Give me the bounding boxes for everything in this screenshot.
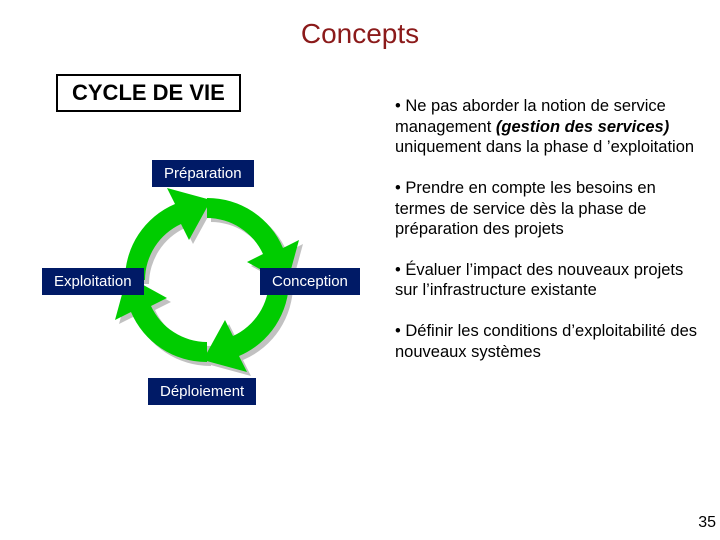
- node-preparation: Préparation: [152, 160, 254, 187]
- bullet-1-post: uniquement dans la phase d ’exploitation: [395, 138, 694, 156]
- slide: Concepts CYCLE DE VIE Préparation: [0, 0, 720, 540]
- bullet-3: • Évaluer l’impact des nouveaux projets …: [395, 260, 700, 301]
- lifecycle-diagram: Préparation Conception Déploiement Explo…: [32, 130, 382, 430]
- bullet-4: • Définir les conditions d’exploitabilit…: [395, 321, 700, 362]
- subtitle-box: CYCLE DE VIE: [56, 74, 241, 112]
- node-conception: Conception: [260, 268, 360, 295]
- page-number: 35: [698, 514, 716, 532]
- page-title: Concepts: [0, 18, 720, 50]
- bullet-2: • Prendre en compte les besoins en terme…: [395, 178, 700, 240]
- bullet-1-bold: (gestion des services): [496, 118, 669, 136]
- node-deploiement: Déploiement: [148, 378, 256, 405]
- node-exploitation: Exploitation: [42, 268, 144, 295]
- bullet-list: • Ne pas aborder la notion de service ma…: [395, 96, 700, 382]
- bullet-1: • Ne pas aborder la notion de service ma…: [395, 96, 700, 158]
